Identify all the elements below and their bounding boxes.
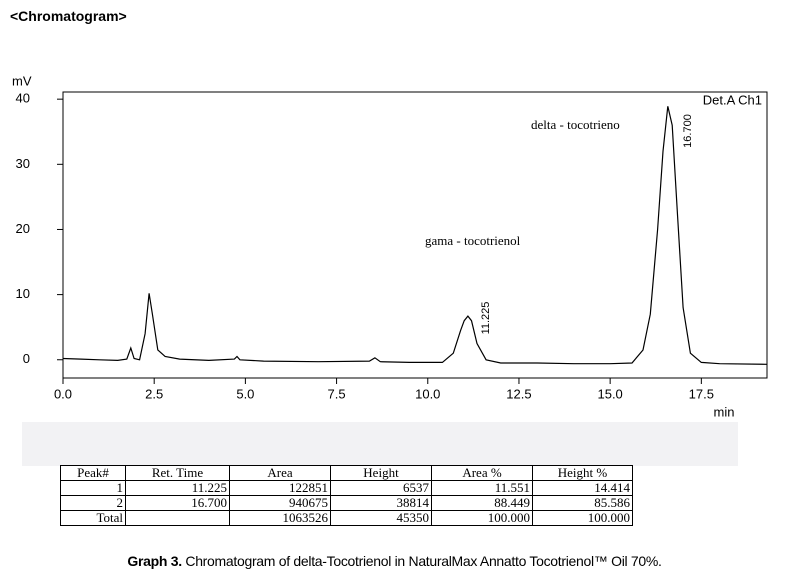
caption: Graph 3. Chromatogram of delta-Tocotrien… bbox=[0, 553, 789, 569]
table-cell: 2 bbox=[60, 495, 126, 511]
y-tick-label: 0 bbox=[23, 351, 30, 366]
y-tick-label: 30 bbox=[16, 156, 30, 171]
table-header: Peak# bbox=[60, 465, 126, 481]
peak-time-label: 16.700 bbox=[682, 114, 694, 148]
x-tick-label: 5.0 bbox=[236, 386, 254, 401]
table-row: 1 11.225 122851 6537 11.551 14.414 bbox=[60, 480, 633, 496]
table-cell: 100.000 bbox=[431, 510, 533, 526]
x-tick-label: 0.0 bbox=[54, 386, 72, 401]
table-cell: 14.414 bbox=[532, 480, 633, 496]
x-tick-label: 10.0 bbox=[415, 386, 440, 401]
table-cell: 11.225 bbox=[125, 480, 230, 496]
table-cell: 100.000 bbox=[532, 510, 633, 526]
table-cell: 38814 bbox=[330, 495, 432, 511]
table-row: 2 16.700 940675 38814 88.449 85.586 bbox=[60, 495, 633, 511]
table-cell: 45350 bbox=[330, 510, 432, 526]
caption-text: Chromatogram of delta-Tocotrienol in Nat… bbox=[185, 553, 662, 569]
channel-label: Det.A Ch1 bbox=[703, 92, 762, 107]
page-title: <Chromatogram> bbox=[10, 8, 127, 24]
table-cell: 1 bbox=[60, 480, 126, 496]
x-tick-label: 12.5 bbox=[506, 386, 531, 401]
table-cell: 940675 bbox=[229, 495, 331, 511]
y-tick-label: 20 bbox=[16, 221, 30, 236]
x-tick-label: 15.0 bbox=[597, 386, 622, 401]
table-header: Area bbox=[229, 465, 331, 481]
x-tick-label: 2.5 bbox=[145, 386, 163, 401]
chart: mV min Det.A Ch1 gama - tocotrienol delt… bbox=[12, 73, 768, 419]
gray-band bbox=[22, 422, 738, 466]
table-cell: Total bbox=[60, 510, 126, 526]
peak-time-label: 11.225 bbox=[480, 302, 492, 335]
table-cell: 88.449 bbox=[431, 495, 533, 511]
caption-label: Graph 3. bbox=[127, 553, 182, 569]
trace bbox=[62, 106, 768, 365]
table-cell: 11.551 bbox=[431, 480, 533, 496]
table-header: Ret. Time bbox=[125, 465, 230, 481]
x-axis-label: min bbox=[714, 404, 735, 419]
plot-frame bbox=[62, 91, 768, 379]
peak-name: delta - tocotrieno bbox=[531, 117, 620, 132]
table-cell: 6537 bbox=[330, 480, 432, 496]
table-cell: 16.700 bbox=[125, 495, 230, 511]
table-header: Height bbox=[330, 465, 432, 481]
x-tick-label: 17.5 bbox=[689, 386, 714, 401]
y-axis-label: mV bbox=[12, 73, 32, 88]
peak-name: gama - tocotrienol bbox=[425, 233, 521, 248]
x-tick-label: 7.5 bbox=[328, 386, 346, 401]
table-cell bbox=[125, 510, 230, 526]
table-header: Area % bbox=[431, 465, 533, 481]
table-header: Height % bbox=[532, 465, 633, 481]
table-cell: 1063526 bbox=[229, 510, 331, 526]
table-row: Total 1063526 45350 100.000 100.000 bbox=[60, 510, 633, 526]
table-cell: 85.586 bbox=[532, 495, 633, 511]
peak-table: Peak# Ret. Time Area Height Area % Height % 1 1… bbox=[60, 465, 633, 526]
y-tick-label: 40 bbox=[16, 91, 30, 106]
y-tick-label: 10 bbox=[16, 286, 30, 301]
table-cell: 122851 bbox=[229, 480, 331, 496]
